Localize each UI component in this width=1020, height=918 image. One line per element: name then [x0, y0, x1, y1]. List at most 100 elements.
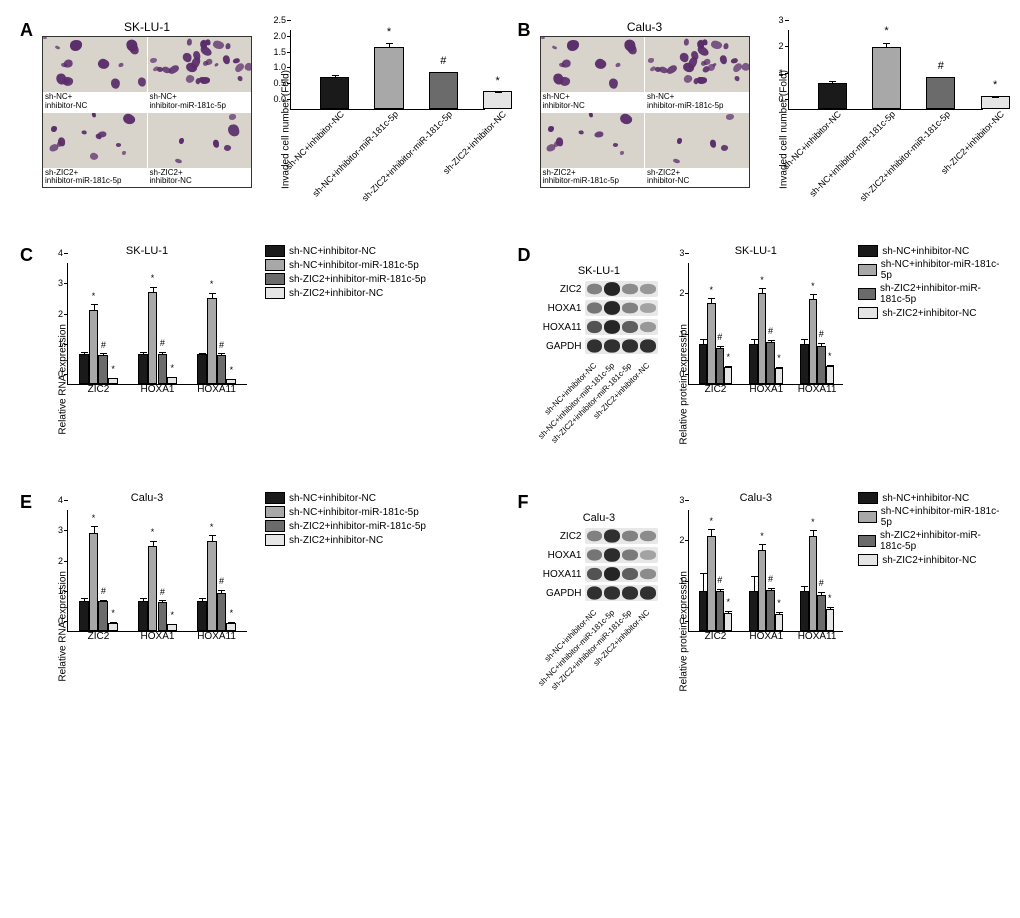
wb-band — [604, 320, 620, 334]
bar — [724, 367, 732, 384]
bar — [148, 292, 158, 384]
microscopy-block-a: SK-LU-1 sh-NC+inhibitor-NCsh-NC+inhibito… — [42, 20, 252, 188]
wb-protein-label: ZIC2 — [540, 531, 585, 542]
x-tick-label: ZIC2 — [88, 631, 110, 642]
x-tick-label: sh-ZIC2+inhibitor-miR-181c-5p — [360, 109, 454, 203]
legend-item: sh-ZIC2+inhibitor-NC — [265, 287, 426, 299]
bar — [872, 47, 901, 109]
legend-item: sh-NC+inhibitor-NC — [265, 245, 426, 257]
bar — [108, 378, 118, 384]
bar — [800, 344, 808, 384]
wb-title: SK-LU-1 — [540, 265, 659, 277]
micro-caption: sh-ZIC2+inhibitor-miR-181c-5p — [541, 168, 645, 188]
wb-protein-label: GAPDH — [540, 341, 585, 352]
legend-item: sh-NC+inhibitor-miR-181c-5p — [858, 506, 1000, 528]
y-axis-label: Relative protein expression — [679, 324, 690, 445]
panel-label-e: E — [20, 492, 32, 513]
micro-cell: sh-ZIC2+inhibitor-NC — [148, 113, 252, 188]
legend-item: sh-ZIC2+inhibitor-NC — [858, 554, 1000, 566]
bar — [138, 601, 148, 631]
bar — [148, 546, 158, 631]
legend-label: sh-NC+inhibitor-miR-181c-5p — [289, 507, 419, 518]
panel-label-a: A — [20, 20, 33, 41]
wb-row: HOXA1 — [540, 547, 659, 563]
legend-label: sh-NC+inhibitor-NC — [289, 493, 376, 504]
bar — [826, 609, 834, 631]
legend-item: sh-NC+inhibitor-NC — [265, 492, 426, 504]
wb-protein-label: HOXA1 — [540, 550, 585, 561]
wb-band — [587, 321, 603, 333]
bar — [766, 342, 774, 384]
x-tick-label: HOXA11 — [197, 384, 236, 395]
chart-title: Calu-3 — [42, 492, 252, 504]
micro-cell: sh-NC+inhibitor-NC — [43, 37, 147, 112]
wb-band — [587, 339, 603, 352]
wb-band — [640, 322, 656, 332]
bar — [817, 595, 825, 631]
panel-d: D SK-LU-1 ZIC2 HOXA1 HOXA11 GAPDH sh-NC+inhib… — [518, 245, 1001, 467]
bar — [79, 601, 89, 631]
grouped-chart-c: SK-LU-1Relative RNA expression01234*#*ZI… — [42, 245, 252, 425]
wb-band — [640, 550, 656, 560]
legend-label: sh-ZIC2+inhibitor-miR-181c-5p — [880, 530, 1000, 552]
grouped-chart-e: Calu-3Relative RNA expression01234*#*ZIC… — [42, 492, 252, 672]
legend-label: sh-NC+inhibitor-NC — [289, 246, 376, 257]
western-blot-f: Calu-3ZIC2HOXA1HOXA11GAPDHsh-NC+inhibito… — [540, 512, 659, 714]
micro-caption: sh-NC+inhibitor-miR-181c-5p — [645, 92, 749, 112]
bar — [226, 623, 236, 631]
legend-item: sh-ZIC2+inhibitor-NC — [265, 534, 426, 546]
x-tick-label: HOXA1 — [749, 384, 783, 395]
wb-row: GAPDH — [540, 338, 659, 354]
microscopy-block-b: Calu-3 sh-NC+inhibitor-NCsh-NC+inhibitor… — [540, 20, 750, 188]
chart-title: Calu-3 — [663, 492, 848, 504]
wb-band — [622, 284, 638, 295]
panel-label-d: D — [518, 245, 531, 266]
panel-e: E Calu-3Relative RNA expression01234*#*Z… — [20, 492, 503, 714]
wb-band — [622, 586, 638, 599]
wb-title: Calu-3 — [540, 512, 659, 524]
bar — [79, 354, 89, 384]
wb-protein-label: HOXA11 — [540, 322, 585, 333]
legend-item: sh-ZIC2+inhibitor-miR-181c-5p — [265, 520, 426, 532]
wb-row: GAPDH — [540, 585, 659, 601]
wb-band — [622, 321, 638, 333]
wb-band — [622, 531, 638, 542]
panel-label-b: B — [518, 20, 531, 41]
bar — [98, 601, 108, 631]
micro-cell: sh-NC+inhibitor-miR-181c-5p — [645, 37, 749, 112]
legend-item: sh-ZIC2+inhibitor-NC — [858, 307, 1000, 319]
bar — [138, 354, 148, 384]
bar — [89, 533, 99, 631]
micro-cell: sh-ZIC2+inhibitor-miR-181c-5p — [541, 113, 645, 188]
bar — [817, 346, 825, 384]
bar — [758, 293, 766, 384]
wb-band — [587, 549, 603, 560]
wb-band — [640, 586, 656, 599]
wb-row: HOXA11 — [540, 566, 659, 582]
legend-label: sh-NC+inhibitor-miR-181c-5p — [881, 506, 1000, 528]
bar-chart-a: Invaded cell number (Fold)0.00.51.01.52.… — [260, 20, 490, 220]
legend-item: sh-NC+inhibitor-NC — [858, 245, 1000, 257]
bar — [197, 354, 207, 384]
x-tick-label: HOXA1 — [141, 384, 175, 395]
legend-label: sh-NC+inhibitor-NC — [882, 246, 969, 257]
bar-chart-b: Invaded cell number (Fold)0123sh-NC+inhi… — [758, 20, 988, 220]
legend-item: sh-NC+inhibitor-miR-181c-5p — [265, 259, 426, 271]
bar — [699, 591, 707, 631]
bar — [89, 310, 99, 384]
panel-f: F Calu-3 ZIC2 HOXA1 HOXA11 GAPDH sh-NC+inhibi… — [518, 492, 1001, 714]
micro-caption: sh-NC+inhibitor-miR-181c-5p — [148, 92, 252, 112]
bar — [217, 355, 227, 384]
wb-band — [604, 548, 620, 561]
bar — [707, 536, 715, 631]
bar — [749, 344, 757, 384]
x-tick-label: ZIC2 — [705, 384, 727, 395]
micro-cell: sh-ZIC2+inhibitor-NC — [645, 113, 749, 188]
wb-band — [640, 569, 656, 580]
wb-band — [640, 531, 656, 542]
panel-label-f: F — [518, 492, 529, 513]
wb-band — [640, 284, 656, 294]
bar — [826, 366, 834, 384]
x-tick-label: sh-NC+inhibitor-NC — [781, 109, 843, 171]
wb-band — [622, 568, 638, 580]
